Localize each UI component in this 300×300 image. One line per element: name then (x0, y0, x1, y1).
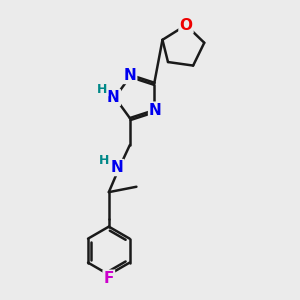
Text: H: H (98, 154, 109, 166)
Text: N: N (111, 160, 123, 175)
Text: N: N (107, 90, 120, 105)
Text: O: O (179, 18, 193, 33)
Text: N: N (149, 103, 162, 118)
Text: H: H (97, 82, 107, 96)
Text: N: N (124, 68, 136, 83)
Text: F: F (103, 271, 114, 286)
